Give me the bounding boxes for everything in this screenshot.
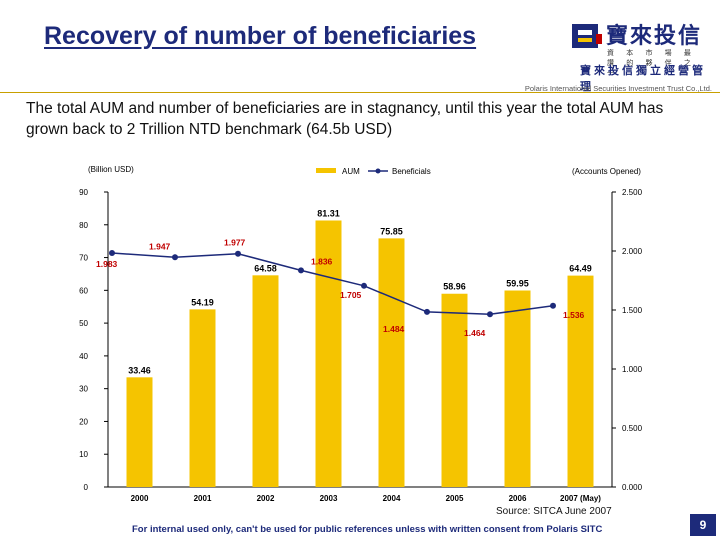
header-divider (0, 92, 720, 93)
aum-beneficiaries-chart: 0 10 20 30 40 50 60 70 80 90 0.000 0.500 1.000 1.500 2… (79, 165, 643, 503)
aum-bar (378, 238, 405, 487)
aum-bar-label: 59.95 (506, 278, 529, 288)
x-tick-label: 2006 (509, 494, 527, 503)
y-left-tick-label: 60 (79, 286, 88, 295)
aum-bar-label: 54.19 (191, 297, 214, 307)
y-left-tick-label: 90 (79, 188, 88, 197)
company-name: Polaris International Securities Investm… (524, 84, 712, 93)
logo-tagline: 資 本 市 場 最 讚 的 夥 伴 之 一 (607, 49, 696, 77)
polaris-logo-icon (572, 24, 602, 48)
aum-bar (189, 309, 216, 487)
beneficials-point (361, 282, 367, 289)
aum-bar (126, 377, 153, 487)
y-right-tick-label: 1.000 (622, 365, 643, 374)
x-tick-label: 2000 (131, 494, 149, 503)
aum-bar (252, 275, 279, 487)
beneficials-label: 1.947 (149, 241, 171, 251)
y-left-tick-label: 20 (79, 417, 88, 426)
source-note: Source: SITCA June 2007 (496, 506, 612, 517)
aum-bar-label: 64.49 (569, 264, 592, 274)
slide-subtitle: The total AUM and number of beneficiarie… (26, 100, 664, 138)
y-right-tick-label: 2.000 (622, 247, 643, 256)
beneficials-point (235, 250, 241, 257)
beneficials-label: 1.836 (311, 256, 333, 266)
x-tick-label: 2004 (383, 494, 401, 503)
beneficials-label: 1.484 (383, 324, 405, 334)
aum-bar (441, 293, 468, 487)
beneficials-point (424, 308, 430, 315)
aum-bar (315, 220, 342, 487)
beneficials-line (111, 252, 554, 315)
legend-swatch-aum (316, 168, 336, 173)
x-tick-label: 2001 (194, 494, 212, 503)
aum-bar-label: 75.85 (380, 226, 403, 236)
aum-bar-label: 33.46 (128, 365, 151, 375)
legend-label-aum: AUM (342, 167, 360, 176)
y-right-tick-label: 2.500 (622, 188, 643, 197)
beneficials-label: 1.977 (224, 238, 246, 248)
footer-disclaimer: For internal used only, can't be used fo… (132, 524, 603, 535)
x-tick-label: 2002 (257, 494, 275, 503)
beneficials-label: 1.983 (96, 259, 118, 269)
aum-bar (504, 290, 531, 487)
beneficials-label: 1.464 (464, 328, 486, 338)
x-tick-label: 2003 (320, 494, 338, 503)
x-tick-label: 2005 (446, 494, 464, 503)
legend-marker-beneficials (375, 168, 381, 174)
y-left-tick-label: 50 (79, 319, 88, 328)
y-right-axis-title: (Accounts Opened) (572, 167, 641, 176)
y-left-tick-label: 0 (84, 483, 89, 492)
y-right-tick-label: 0.500 (622, 424, 643, 433)
page-title: Recovery of number of beneficiaries (44, 22, 477, 50)
y-left-tick-label: 30 (79, 385, 88, 394)
y-left-tick-label: 70 (79, 254, 88, 263)
beneficials-point (298, 267, 304, 274)
y-left-tick-label: 10 (79, 450, 88, 459)
x-tick-label: 2007 (May) (560, 494, 601, 503)
aum-bar-label: 81.31 (317, 208, 340, 218)
y-left-tick-label: 80 (79, 221, 88, 230)
y-left-axis-title: (Billion USD) (88, 165, 134, 174)
beneficials-point (550, 302, 556, 309)
logo-name: 寶來投信 (606, 24, 703, 49)
aum-bar (567, 275, 594, 487)
aum-bar-label: 58.96 (443, 282, 466, 292)
beneficials-label: 1.536 (563, 310, 585, 320)
polaris-logo: 寶來投信 資 本 市 場 最 讚 的 夥 伴 之 一 寶來投信獨立經營管理 (570, 18, 710, 93)
beneficials-point (487, 311, 493, 318)
y-right-tick-label: 0.000 (622, 483, 643, 492)
page-number: 9 (690, 514, 716, 536)
beneficials-point (109, 250, 115, 257)
aum-bar-label: 64.58 (254, 263, 277, 273)
y-right-tick-label: 1.500 (622, 306, 643, 315)
logo-subtitle: 寶來投信獨立經營管理 (580, 64, 706, 93)
legend-label-beneficials: Beneficials (392, 167, 431, 176)
y-left-tick-label: 40 (79, 352, 88, 361)
beneficials-label: 1.705 (340, 290, 362, 300)
beneficials-point (172, 254, 178, 261)
